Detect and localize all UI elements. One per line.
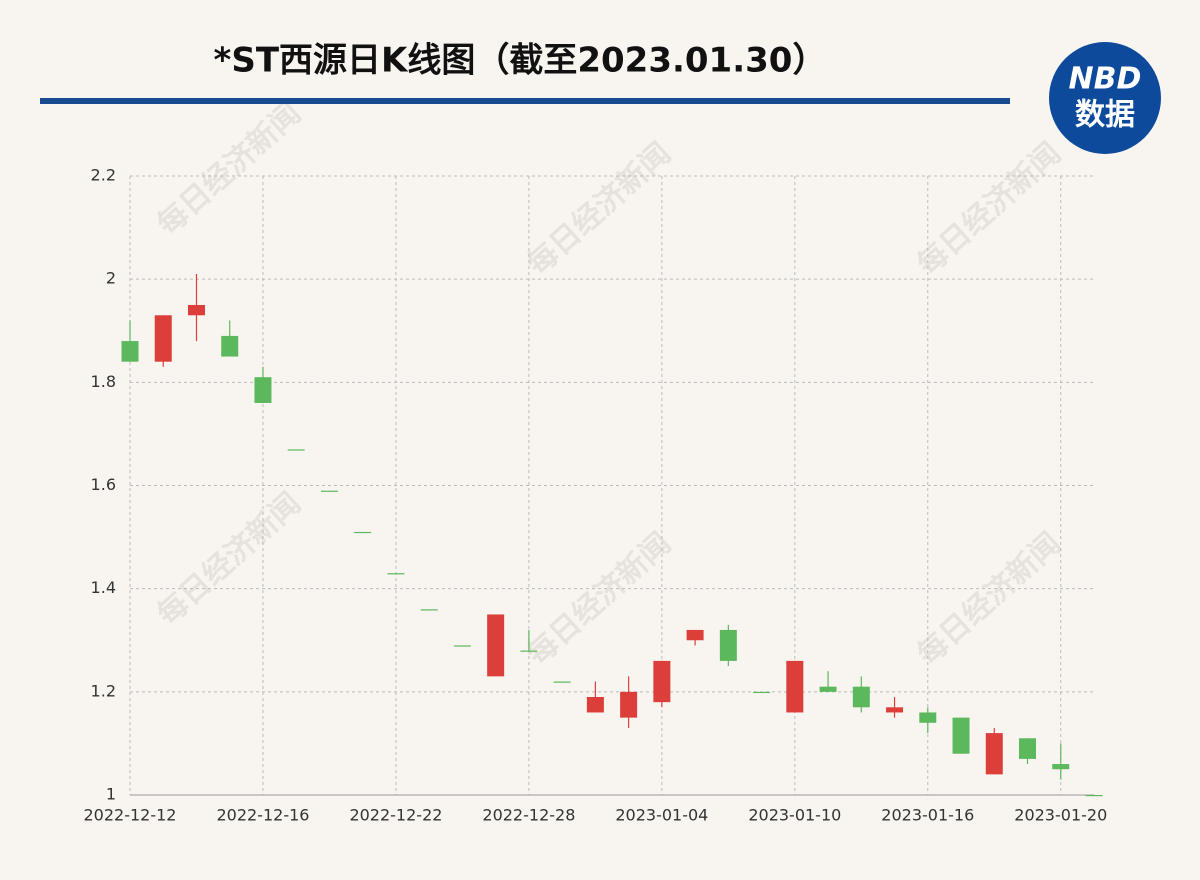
candle-body: [121, 341, 139, 362]
candle-body: [553, 681, 571, 683]
x-tick-label: 2023-01-04: [615, 806, 708, 825]
y-tick-label: 1.4: [91, 578, 116, 597]
logo-text: NBD: [1069, 62, 1142, 97]
logo-text: 数据: [1075, 98, 1135, 133]
candle-body: [886, 707, 904, 713]
x-tick-label: 2022-12-16: [216, 806, 309, 825]
candle-body: [686, 629, 704, 641]
candle-body: [952, 717, 970, 754]
candle-body: [387, 573, 405, 575]
candle-body: [420, 609, 438, 611]
candle-body: [586, 696, 604, 713]
candle-body: [354, 531, 372, 534]
candle-body: [819, 686, 837, 692]
candle-body: [187, 304, 205, 316]
candle-body: [1085, 795, 1103, 797]
candle-body: [453, 645, 471, 647]
x-tick-label: 2023-01-16: [881, 806, 974, 825]
candle-body: [985, 733, 1003, 775]
candle-body: [320, 490, 338, 492]
candle-body: [852, 686, 870, 708]
candle-body: [287, 449, 305, 451]
candle-body: [786, 660, 804, 713]
x-tick-label: 2022-12-22: [349, 806, 442, 825]
y-tick-label: 1: [106, 785, 116, 804]
candle-body: [254, 377, 272, 403]
candle-body: [620, 691, 638, 718]
y-tick-label: 1.2: [91, 681, 116, 700]
x-tick-label: 2023-01-20: [1014, 806, 1107, 825]
x-tick-label: 2022-12-12: [84, 806, 177, 825]
candle-body: [487, 614, 505, 677]
y-tick-label: 2.2: [91, 166, 116, 185]
candle-body: [221, 335, 239, 357]
logo-circle: [1049, 42, 1161, 154]
x-tick-label: 2022-12-28: [482, 806, 575, 825]
candle-body: [154, 315, 172, 362]
candle-body: [719, 629, 737, 661]
y-tick-label: 1.8: [91, 372, 116, 391]
x-tick-label: 2023-01-10: [748, 806, 841, 825]
candle-body: [1019, 738, 1037, 759]
candle-body: [520, 650, 538, 652]
chart-title: *ST西源日K线图（截至2023.01.30）: [214, 41, 827, 81]
candle-body: [1052, 764, 1070, 770]
candle-body: [653, 660, 671, 703]
y-tick-label: 2: [106, 269, 116, 288]
y-tick-label: 1.6: [91, 475, 116, 494]
candle-body: [919, 712, 937, 723]
title-rule: [40, 98, 1010, 104]
candle-body: [753, 691, 771, 694]
